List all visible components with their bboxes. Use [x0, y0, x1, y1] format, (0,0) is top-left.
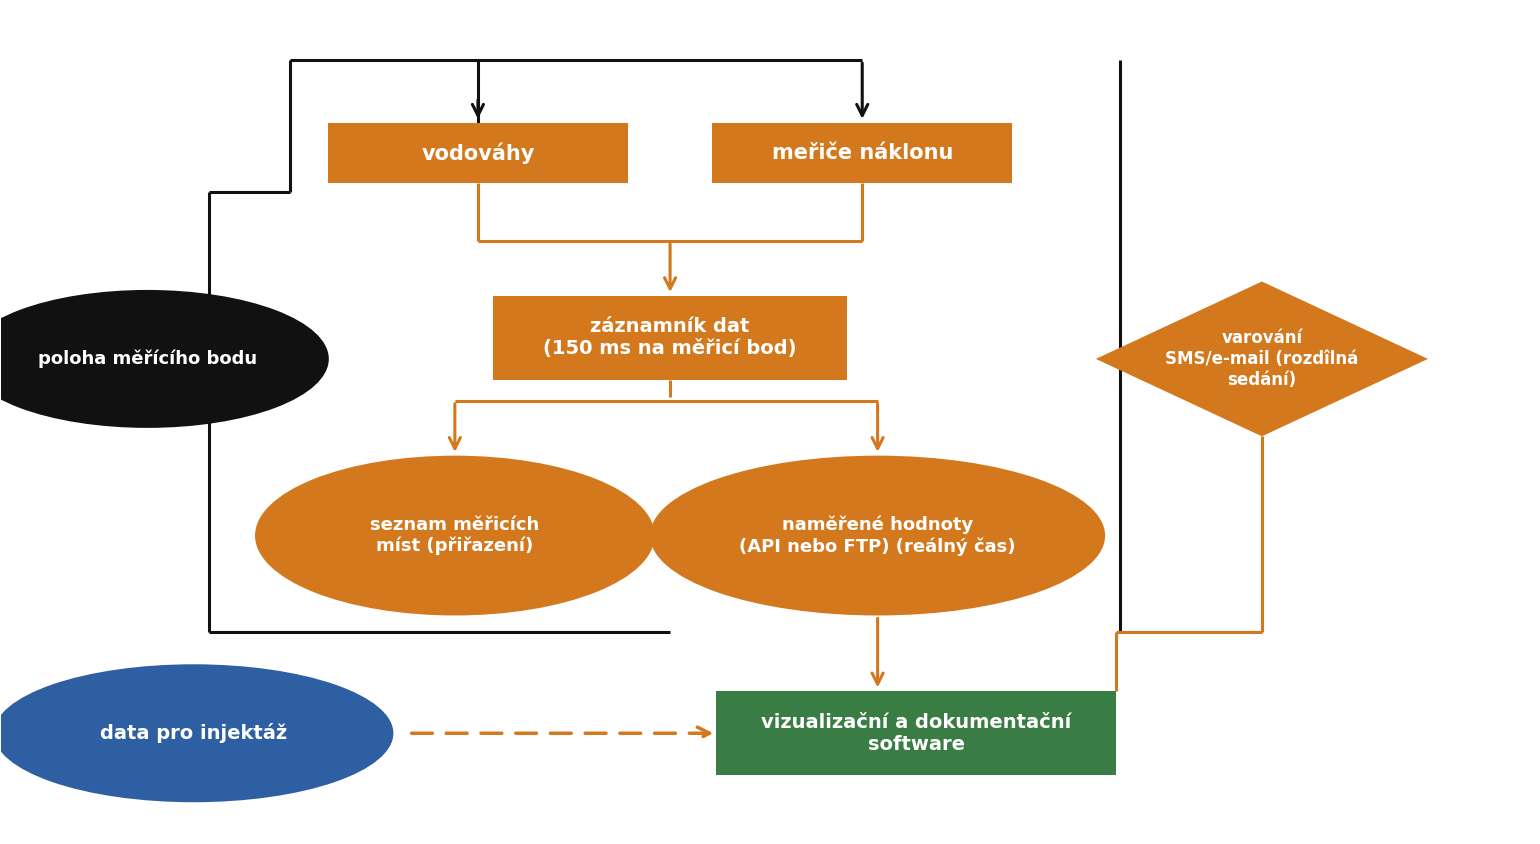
Ellipse shape: [0, 290, 330, 428]
FancyBboxPatch shape: [328, 122, 628, 183]
Polygon shape: [1096, 282, 1428, 436]
Text: záznamník dat
(150 ms na měřicí bod): záznamník dat (150 ms na měřicí bod): [544, 317, 796, 359]
Text: varování
SMS/e-mail (rozdîlná
sedání): varování SMS/e-mail (rozdîlná sedání): [1166, 329, 1358, 389]
Text: poloha měřícího bodu: poloha měřícího bodu: [38, 349, 257, 368]
Text: meřiče náklonu: meřiče náklonu: [772, 143, 953, 163]
Text: naměřené hodnoty
(API nebo FTP) (reálný čas): naměřené hodnoty (API nebo FTP) (reálný …: [739, 516, 1016, 555]
FancyBboxPatch shape: [716, 691, 1116, 776]
FancyBboxPatch shape: [493, 295, 847, 380]
Text: vizualizační a dokumentační
software: vizualizační a dokumentační software: [761, 712, 1072, 754]
Text: data pro injektáž: data pro injektáž: [100, 723, 286, 744]
Text: vodováhy: vodováhy: [422, 142, 534, 164]
Ellipse shape: [0, 664, 393, 803]
Ellipse shape: [650, 456, 1106, 615]
FancyBboxPatch shape: [713, 122, 1012, 183]
Text: seznam měřicích
míst (přiřazení): seznam měřicích míst (přiřazení): [370, 516, 539, 555]
Ellipse shape: [256, 456, 654, 615]
